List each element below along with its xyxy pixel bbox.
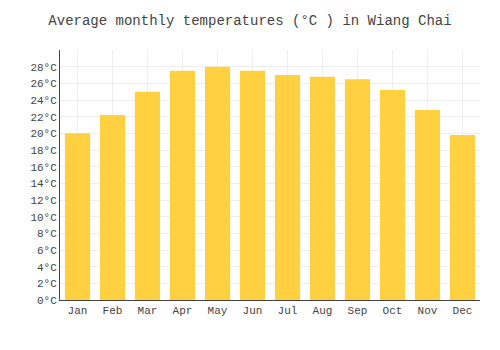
svg-text:Sep: Sep xyxy=(348,305,368,317)
svg-text:Mar: Mar xyxy=(138,305,158,317)
svg-text:Aug: Aug xyxy=(313,305,333,317)
svg-text:12°C: 12°C xyxy=(30,195,57,207)
svg-text:Apr: Apr xyxy=(173,305,193,317)
svg-text:24°C: 24°C xyxy=(30,95,57,107)
svg-text:Jun: Jun xyxy=(243,305,263,317)
svg-text:8°C: 8°C xyxy=(37,228,57,240)
svg-text:18°C: 18°C xyxy=(30,145,57,157)
svg-text:26°C: 26°C xyxy=(30,78,57,90)
svg-text:28°C: 28°C xyxy=(30,62,57,74)
svg-text:22°C: 22°C xyxy=(30,112,57,124)
svg-text:Jan: Jan xyxy=(68,305,88,317)
svg-text:Jul: Jul xyxy=(278,305,298,317)
svg-text:Feb: Feb xyxy=(103,305,123,317)
svg-text:2°C: 2°C xyxy=(37,278,57,290)
svg-text:20°C: 20°C xyxy=(30,128,57,140)
svg-text:Dec: Dec xyxy=(453,305,473,317)
svg-text:Oct: Oct xyxy=(383,305,403,317)
svg-text:Nov: Nov xyxy=(418,305,438,317)
svg-text:May: May xyxy=(208,305,228,317)
svg-text:10°C: 10°C xyxy=(30,212,57,224)
svg-text:16°C: 16°C xyxy=(30,162,57,174)
svg-text:Average monthly temperatures (: Average monthly temperatures (°C ) in Wi… xyxy=(48,13,451,29)
svg-text:0°C: 0°C xyxy=(37,295,57,307)
svg-text:14°C: 14°C xyxy=(30,178,57,190)
svg-text:4°C: 4°C xyxy=(37,262,57,274)
svg-text:6°C: 6°C xyxy=(37,245,57,257)
